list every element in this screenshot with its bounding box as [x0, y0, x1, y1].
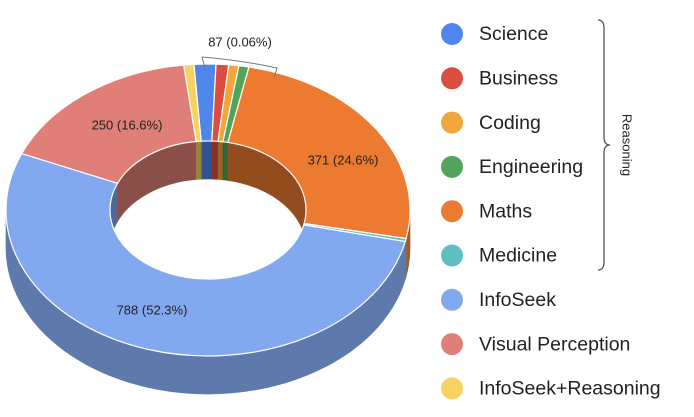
- legend-label-visual-perception: Visual Perception: [479, 333, 630, 355]
- hole-wall-science: [200, 140, 213, 180]
- legend-item-business: Business: [441, 67, 558, 89]
- legend-item-infoseek: InfoSeek: [441, 288, 556, 311]
- legend-item-infoseek-reasoning: InfoSeek+Reasoning: [441, 377, 661, 400]
- legend-label-coding: Coding: [479, 112, 541, 134]
- hole-wall-coding: [217, 141, 224, 181]
- legend-swatch-engineering: [441, 155, 463, 178]
- legend-item-maths: Maths: [441, 200, 532, 222]
- legend-label-science: Science: [479, 23, 548, 45]
- legend-label-medicine: Medicine: [479, 245, 557, 267]
- legend-swatch-visual-perception: [441, 333, 463, 356]
- data-label-visual-perception: 250 (16.6%): [92, 117, 163, 132]
- group-callout-label: 87 (0.06%): [208, 34, 272, 49]
- reasoning-brace: [597, 19, 611, 271]
- hole-wall-business: [211, 140, 219, 180]
- legend-swatch-science: [441, 23, 463, 45]
- legend: Science Business Coding Engineering Maths Med…: [441, 19, 661, 400]
- legend-label-engineering: Engineering: [479, 156, 583, 178]
- legend-label-maths: Maths: [479, 200, 532, 222]
- legend-swatch-coding: [441, 111, 463, 134]
- data-label-infoseek: 788 (52.3%): [117, 302, 188, 317]
- legend-item-visual-perception: Visual Perception: [441, 333, 630, 355]
- slice-visual-perception: [20, 64, 197, 185]
- legend-item-medicine: Medicine: [441, 244, 557, 267]
- legend-swatch-infoseek-reasoning: [441, 377, 463, 400]
- reasoning-brace-label: Reasoning: [620, 114, 635, 176]
- legend-swatch-medicine: [441, 244, 463, 267]
- legend-label-business: Business: [479, 67, 558, 89]
- slice-infoseek: [5, 152, 407, 357]
- legend-label-infoseek-reasoning: InfoSeek+Reasoning: [479, 378, 661, 400]
- hole-wall-infoseek-reasoning: [195, 140, 202, 180]
- slice-infoseek-reasoning: [183, 63, 202, 143]
- data-label-maths: 371 (24.6%): [308, 152, 379, 167]
- legend-label-infoseek: InfoSeek: [479, 289, 556, 311]
- slice-maths: [227, 66, 411, 240]
- data-labels: 371 (24.6%) 788 (52.3%) 250 (16.6%) 87 (0.0…: [92, 34, 379, 317]
- legend-item-coding: Coding: [441, 111, 541, 134]
- legend-item-engineering: Engineering: [441, 155, 583, 178]
- donut-top-layer: [5, 63, 411, 357]
- legend-item-science: Science: [441, 23, 548, 45]
- group-callout-bracket: [201, 56, 278, 79]
- legend-swatch-infoseek: [441, 288, 463, 311]
- legend-swatch-business: [441, 67, 463, 90]
- legend-swatch-maths: [441, 200, 463, 223]
- hole-wall-engineering: [222, 141, 229, 181]
